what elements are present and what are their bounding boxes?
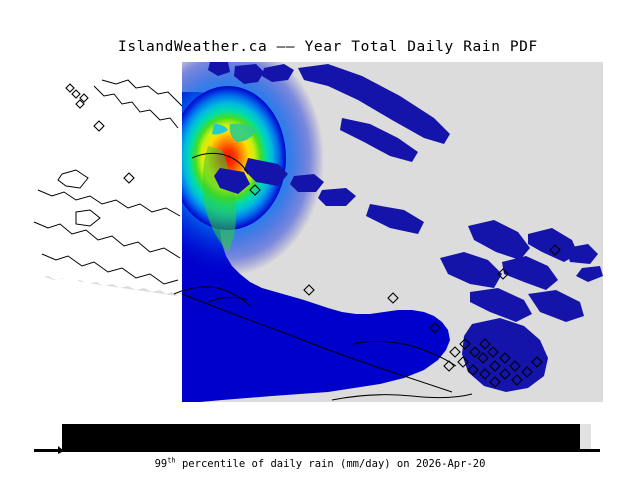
- water-feature-gulf-b: [468, 220, 530, 260]
- station-marker[interactable]: [459, 338, 471, 350]
- coastline-interior-b: [173, 286, 251, 307]
- map-panel[interactable]: [32, 62, 603, 402]
- station-marker[interactable]: [443, 360, 455, 372]
- colorbar-axis-rule: [34, 449, 600, 452]
- rainfall-top-sliver: [212, 124, 228, 135]
- station-marker[interactable]: [509, 360, 521, 372]
- station-marker[interactable]: [65, 83, 75, 93]
- colorbar-caption: 99th percentile of daily rain (mm/day) o…: [0, 456, 640, 470]
- water-feature-inlet-a: [244, 158, 288, 186]
- map-graphic[interactable]: [32, 62, 603, 402]
- station-marker[interactable]: [499, 368, 511, 380]
- station-marker[interactable]: [489, 360, 501, 372]
- coastline-lines: [33, 79, 473, 401]
- colorbar-left-arrow-icon: [38, 446, 64, 454]
- page-title: IslandWeather.ca —— Year Total Daily Rai…: [118, 39, 538, 55]
- station-marker[interactable]: [75, 99, 85, 109]
- water-feature-gulf-f: [528, 290, 584, 322]
- water-feature-north-c: [208, 62, 230, 76]
- station-marker[interactable]: [449, 346, 461, 358]
- water-feature-lake-b: [318, 188, 356, 206]
- coastline-nw-fjords: [93, 85, 179, 129]
- station-marker[interactable]: [511, 374, 523, 386]
- caption-percentile-number: 99: [154, 458, 168, 470]
- water-feature-strait-lower: [340, 118, 418, 162]
- water-feature-gulf-c: [502, 256, 558, 290]
- coastline-west-islet: [57, 169, 89, 189]
- coastline-interior-c: [207, 296, 249, 303]
- coastline-southwest-outer: [181, 293, 453, 393]
- caption-text: percentile of daily rain (mm/day) on 202…: [175, 458, 486, 470]
- station-marker[interactable]: [497, 268, 509, 280]
- station-marker[interactable]: [531, 356, 543, 368]
- water-feature-gulf-e: [470, 288, 532, 322]
- ocean-data-region: [182, 92, 450, 402]
- station-marker[interactable]: [93, 120, 105, 132]
- mainland-lower-landmass: [32, 274, 182, 402]
- colorbar-gradient-bar[interactable]: [62, 424, 580, 449]
- water-feature-gulf-d: [528, 228, 578, 262]
- station-marker[interactable]: [477, 352, 489, 364]
- station-marker[interactable]: [249, 184, 261, 196]
- coastline-west-islet-b: [75, 209, 101, 227]
- station-markers[interactable]: [65, 83, 561, 388]
- station-marker[interactable]: [499, 352, 511, 364]
- water-feature-inlet-b: [214, 168, 250, 194]
- station-marker[interactable]: [521, 366, 533, 378]
- station-marker[interactable]: [387, 292, 399, 304]
- water-feature-saanich-peninsula: [462, 318, 548, 392]
- station-marker[interactable]: [457, 356, 469, 368]
- colorbar[interactable]: [32, 418, 603, 454]
- station-marker[interactable]: [489, 376, 501, 388]
- station-marker[interactable]: [479, 338, 491, 350]
- station-marker[interactable]: [303, 284, 315, 296]
- coastline-west-a: [37, 189, 181, 217]
- station-marker[interactable]: [487, 346, 499, 358]
- coastline-south-strait: [331, 393, 473, 401]
- water-feature-north-b: [262, 64, 294, 82]
- water-feature-lake-a: [290, 174, 324, 192]
- station-marker[interactable]: [71, 89, 81, 99]
- water-feature-strait-main: [298, 64, 450, 144]
- coastline-interior-a: [191, 152, 249, 175]
- coastline-west-c: [41, 253, 179, 285]
- station-marker[interactable]: [429, 322, 441, 334]
- station-marker[interactable]: [479, 368, 491, 380]
- station-marker[interactable]: [79, 93, 89, 103]
- station-marker[interactable]: [469, 346, 481, 358]
- coastline-interior-d: [351, 340, 457, 367]
- coastline-west-b: [33, 221, 181, 259]
- colorbar-overflow-segment[interactable]: [580, 424, 591, 449]
- water-feature-east-islet-b: [576, 266, 603, 282]
- water-feature-gulf-a: [440, 252, 502, 288]
- water-feature-east-islet-a: [566, 244, 598, 264]
- water-feature-north-a: [234, 64, 264, 84]
- station-marker[interactable]: [549, 244, 561, 256]
- mainland-landmass: [32, 62, 182, 296]
- station-marker[interactable]: [467, 364, 479, 376]
- caption-percentile-suffix: th: [167, 456, 176, 465]
- water-feature-inlet-c: [366, 204, 424, 234]
- station-marker[interactable]: [123, 172, 135, 184]
- coastline-nw-mainland: [101, 79, 183, 107]
- rainfall-secondary-patch: [229, 123, 256, 142]
- blue-water-features: [208, 62, 603, 392]
